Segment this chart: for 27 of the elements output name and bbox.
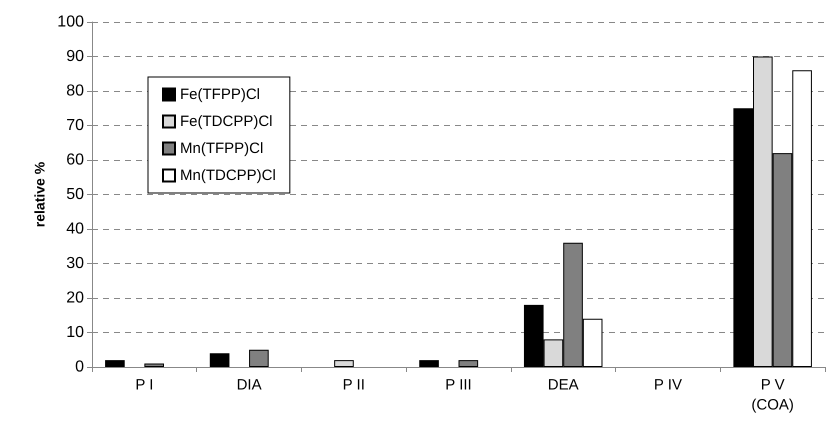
y-tick-label: 60 bbox=[66, 152, 84, 168]
bar bbox=[419, 360, 439, 367]
y-tick-label: 10 bbox=[66, 324, 84, 341]
x-tick-label: DIA bbox=[236, 376, 262, 394]
y-tick-label: 80 bbox=[66, 82, 84, 100]
y-tick-label: 70 bbox=[66, 117, 84, 134]
y-tick-label: 50 bbox=[66, 186, 84, 203]
y-axis-title: relative % bbox=[31, 161, 48, 228]
y-tick-label: 100 bbox=[57, 14, 84, 30]
legend-label: Mn(TFPP)Cl bbox=[180, 140, 264, 157]
legend-label: Fe(TFPP)Cl bbox=[180, 86, 260, 103]
x-tick-label: P I bbox=[135, 376, 154, 394]
x-tick-label: P II bbox=[342, 376, 365, 394]
y-tick-label: 30 bbox=[66, 255, 84, 272]
bar bbox=[105, 360, 125, 367]
y-tick-label: 0 bbox=[75, 358, 84, 376]
x-tick-label: DEA bbox=[548, 376, 579, 394]
x-tick-label: P IV bbox=[654, 376, 682, 394]
legend-label: Fe(TDCPP)Cl bbox=[180, 113, 272, 130]
y-tick-label: 40 bbox=[66, 220, 84, 238]
legend-label: Mn(TDCPP)Cl bbox=[180, 167, 276, 184]
x-tick-label: P III bbox=[445, 376, 472, 394]
y-tick-label: 90 bbox=[66, 48, 84, 65]
x-tick-label: P V (COA) bbox=[751, 376, 794, 414]
bar bbox=[210, 353, 230, 367]
bar bbox=[334, 360, 354, 367]
y-tick-label: 20 bbox=[66, 290, 84, 306]
